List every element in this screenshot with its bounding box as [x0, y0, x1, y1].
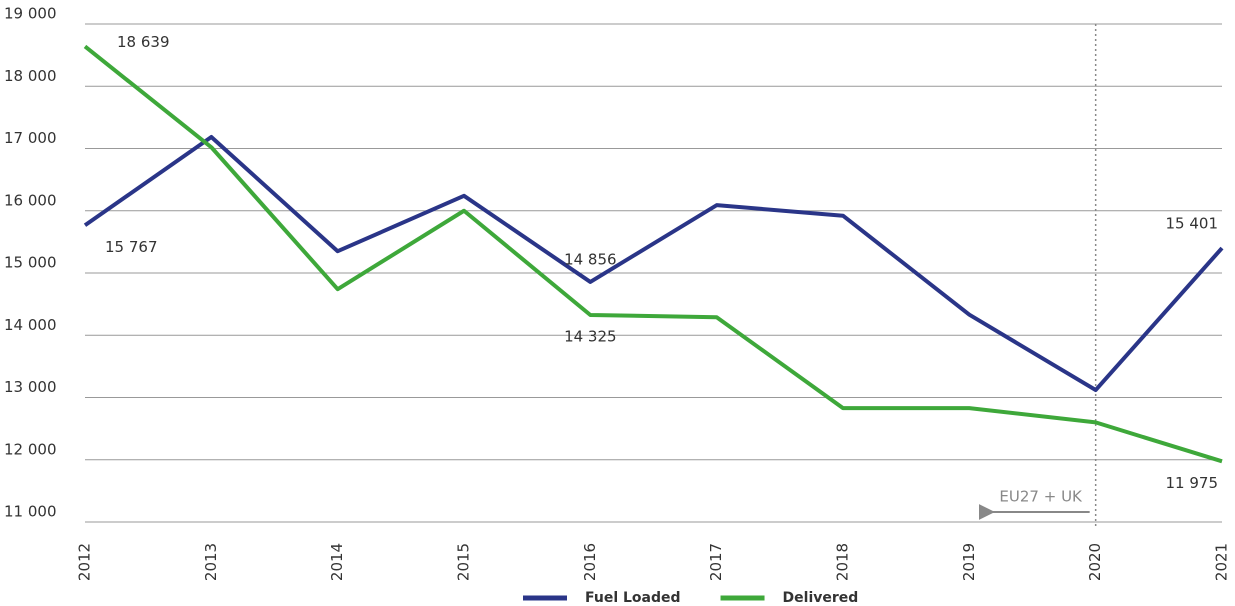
x-tick-label: 2014: [328, 543, 346, 581]
data-label: 14 325: [564, 328, 617, 346]
x-tick-label: 2013: [202, 543, 220, 581]
data-label: 15 401: [1166, 215, 1219, 233]
x-tick-label: 2021: [1213, 543, 1231, 581]
annotation-text: EU27 + UK: [999, 488, 1083, 506]
series-line: [83, 134, 1224, 393]
x-tick-label: 2020: [1086, 543, 1104, 581]
y-tick-label: 14 000: [4, 316, 57, 334]
y-tick-label: 19 000: [4, 5, 57, 23]
y-tick-label: 18 000: [4, 67, 57, 85]
x-tick-label: 2012: [76, 543, 94, 581]
y-tick-label: 17 000: [4, 129, 57, 147]
data-label: 11 975: [1166, 474, 1219, 492]
data-label: 14 856: [564, 250, 617, 268]
series-line: [83, 44, 1223, 464]
y-tick-label: 12 000: [4, 440, 57, 458]
y-tick-label: 13 000: [4, 378, 57, 396]
legend-label: Delivered: [783, 590, 859, 606]
data-label: 18 639: [117, 33, 170, 51]
x-tick-label: 2019: [960, 543, 978, 581]
x-tick-label: 2016: [581, 543, 599, 581]
x-tick-label: 2018: [834, 543, 852, 581]
x-tick-label: 2015: [455, 543, 473, 581]
y-tick-label: 11 000: [4, 503, 57, 521]
data-label: 15 767: [105, 238, 158, 256]
legend-label: Fuel Loaded: [585, 590, 681, 606]
y-tick-label: 15 000: [4, 254, 57, 272]
x-tick-label: 2017: [707, 543, 725, 581]
y-tick-label: 16 000: [4, 191, 57, 209]
